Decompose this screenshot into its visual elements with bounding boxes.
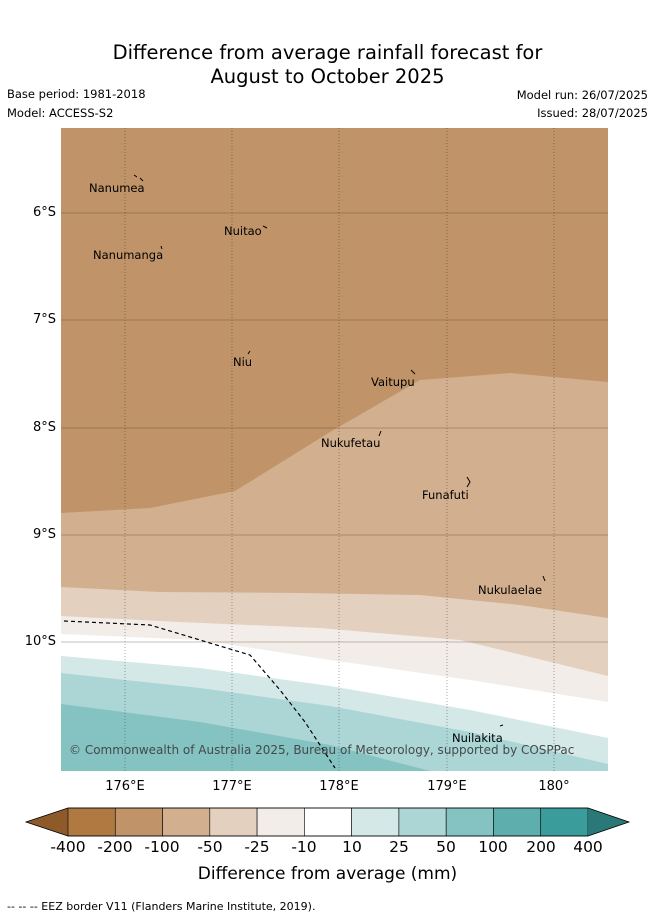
colorbar-tick-label: 400 bbox=[573, 838, 603, 856]
colorbar-tick-label: 25 bbox=[389, 838, 409, 856]
colorbar-cell bbox=[162, 807, 211, 837]
island-nanumea-shape bbox=[133, 174, 144, 182]
colorbar-cell bbox=[114, 807, 163, 837]
colorbar-tick-label: -400 bbox=[50, 838, 86, 856]
lon-tick-label: 176°E bbox=[105, 779, 145, 794]
place-label-nukufetau: Nukufetau bbox=[321, 436, 381, 450]
colorbar-tick-label: -200 bbox=[97, 838, 133, 856]
place-label-niu: Niu bbox=[233, 355, 253, 369]
issued-date: Issued: 28/07/2025 bbox=[537, 106, 648, 120]
colorbar-cell bbox=[67, 807, 116, 837]
colorbar-tick-label: -25 bbox=[244, 838, 270, 856]
colorbar-cell bbox=[493, 807, 542, 837]
island-outlines bbox=[133, 174, 546, 727]
colorbar-cell bbox=[304, 807, 352, 837]
lat-tick-label: 8°S bbox=[32, 420, 56, 435]
lat-tick-label: 7°S bbox=[32, 312, 56, 327]
copyright-notice: © Commonwealth of Australia 2025, Bureau… bbox=[69, 743, 575, 757]
title-line-1: Difference from average rainfall forecas… bbox=[112, 41, 543, 64]
map-title: Difference from average rainfall forecas… bbox=[0, 41, 655, 89]
model-run: Model run: 26/07/2025 bbox=[516, 88, 648, 102]
island-nukulaelae-shape bbox=[542, 575, 546, 582]
place-label-funafuti: Funafuti bbox=[422, 488, 469, 502]
colorbar-cell bbox=[256, 807, 305, 837]
colorbar-cell bbox=[351, 807, 400, 837]
island-nuitao-shape bbox=[262, 225, 268, 229]
place-label-nanumea: Nanumea bbox=[89, 181, 145, 195]
lon-tick-label: 177°E bbox=[212, 779, 252, 794]
colorbar-cell bbox=[445, 807, 494, 837]
island-funafuti-shape bbox=[466, 476, 471, 488]
contour-bands bbox=[61, 128, 608, 771]
island-nukufetau-shape bbox=[378, 430, 382, 437]
island-vaitupu-shape bbox=[410, 369, 416, 375]
lon-tick-label: 178°E bbox=[319, 779, 359, 794]
colorbar-tick-label: 50 bbox=[436, 838, 456, 856]
colorbar-tick-label: 200 bbox=[526, 838, 556, 856]
island-niu-shape bbox=[247, 350, 251, 355]
place-label-nuitao: Nuitao bbox=[224, 224, 262, 238]
place-label-vaitupu: Vaitupu bbox=[371, 375, 415, 389]
title-line-2: August to October 2025 bbox=[210, 65, 445, 88]
island-nuilakita-shape bbox=[499, 724, 504, 727]
island-nanumanga-shape bbox=[160, 245, 163, 250]
colorbar-tick-label: 100 bbox=[478, 838, 508, 856]
colorbar-extend-low bbox=[26, 808, 68, 836]
lat-tick-label: 9°S bbox=[32, 527, 56, 542]
colorbar-tick-label: -10 bbox=[291, 838, 317, 856]
colorbar-cell bbox=[209, 807, 258, 837]
colorbar-cell bbox=[540, 807, 589, 837]
lon-tick-label: 179°E bbox=[427, 779, 467, 794]
base-period: Base period: 1981-2018 bbox=[7, 87, 146, 101]
place-label-nanumanga: Nanumanga bbox=[93, 248, 164, 262]
lat-tick-label: 10°S bbox=[24, 634, 56, 649]
place-label-nuilakita: Nuilakita bbox=[452, 731, 503, 745]
colorbar-cells bbox=[26, 807, 629, 837]
lat-tick-label: 6°S bbox=[32, 205, 56, 220]
eez-legend-note: -- -- -- EEZ border V11 (Flanders Marine… bbox=[7, 900, 316, 913]
eez-border-line bbox=[63, 620, 336, 769]
colorbar-outline bbox=[24, 807, 631, 837]
colorbar-title: Difference from average (mm) bbox=[197, 864, 458, 884]
lon-tick-label: 180° bbox=[538, 779, 570, 794]
band-plus-100 bbox=[61, 704, 430, 771]
colorbar-tick-label: -50 bbox=[197, 838, 223, 856]
colorbar-cell bbox=[398, 807, 447, 837]
model-name: Model: ACCESS-S2 bbox=[7, 106, 114, 120]
colorbar-tick-label: -100 bbox=[144, 838, 180, 856]
gridlines bbox=[61, 128, 608, 771]
place-label-nukulaelae: Nukulaelae bbox=[478, 583, 543, 597]
colorbar-extend-high bbox=[588, 808, 629, 836]
colorbar-tick-label: 10 bbox=[342, 838, 362, 856]
